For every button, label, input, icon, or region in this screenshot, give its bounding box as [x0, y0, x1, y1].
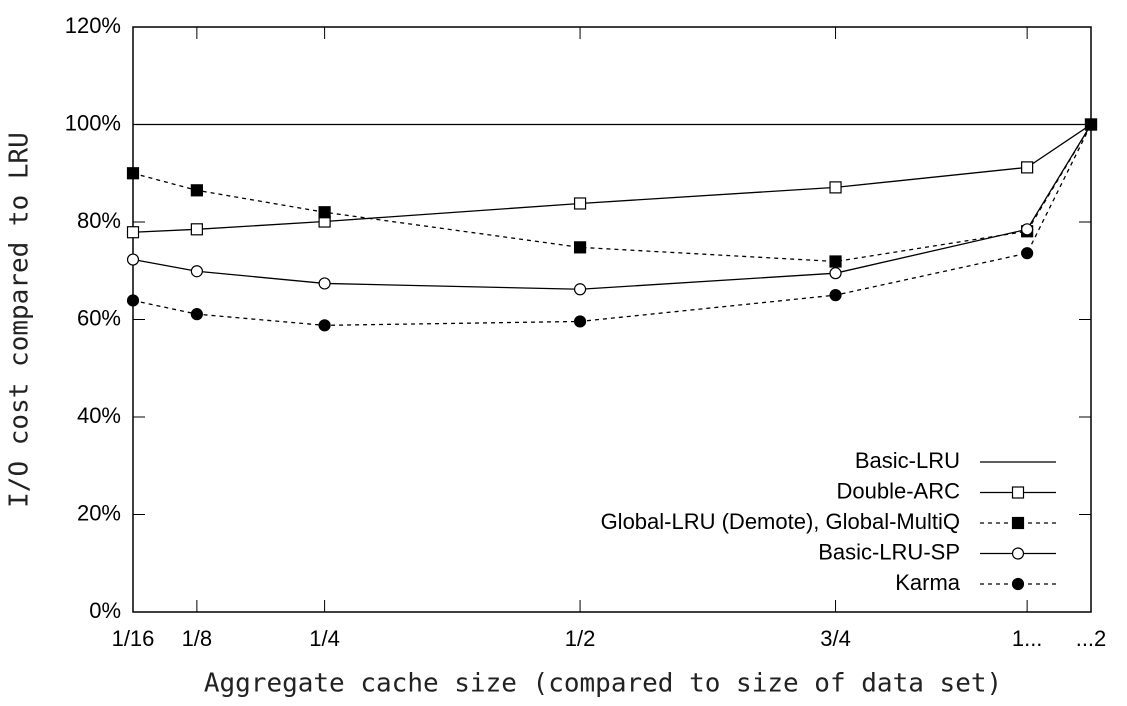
legend-marker: [1011, 547, 1025, 560]
legend-label: Global-LRU (Demote), Global-MultiQ: [601, 509, 960, 534]
x-tick-label: 1/4: [309, 626, 340, 651]
marker: [829, 267, 842, 280]
marker: [829, 289, 842, 302]
marker: [1021, 161, 1034, 174]
series-line: [132, 124, 1092, 263]
marker: [126, 226, 140, 239]
marker: [190, 265, 203, 278]
marker: [190, 184, 203, 197]
marker: [126, 294, 140, 307]
marker: [829, 255, 842, 268]
y-tick-label: 0%: [89, 598, 121, 623]
x-tick-label: ...2: [1076, 626, 1107, 651]
marker: [1021, 223, 1034, 236]
x-tick-label: 1...: [1012, 626, 1043, 651]
marker: [190, 308, 203, 321]
y-tick-label: 120%: [65, 13, 121, 38]
y-tick-label: 40%: [77, 403, 121, 428]
y-axis-label: I/O cost compared to LRU: [5, 132, 35, 508]
marker: [126, 253, 140, 266]
legend-marker: [1011, 486, 1025, 499]
marker: [573, 197, 587, 210]
marker: [573, 241, 587, 254]
y-tick-label: 60%: [77, 305, 121, 330]
marker: [829, 181, 842, 194]
marker: [1084, 118, 1098, 131]
y-tick-label: 80%: [77, 208, 121, 233]
x-tick-label: 3/4: [820, 626, 851, 651]
legend-label: Double-ARC: [837, 478, 961, 503]
marker: [318, 319, 331, 332]
legend-label: Basic-LRU: [855, 448, 960, 473]
marker: [318, 206, 331, 219]
marker: [190, 223, 203, 236]
x-tick-label: 1/8: [182, 626, 213, 651]
y-tick-label: 100%: [65, 110, 121, 135]
x-tick-label: 1/2: [565, 626, 596, 651]
y-tick-label: 20%: [77, 500, 121, 525]
marker: [126, 167, 140, 180]
x-tick-label: 1/16: [112, 626, 155, 651]
legend-marker: [1011, 577, 1025, 591]
legend-label: Karma: [895, 570, 961, 595]
legend-label: Basic-LRU-SP: [818, 539, 960, 564]
marker: [573, 315, 587, 328]
series-line: [132, 123, 1092, 233]
legend-marker: [1011, 516, 1025, 530]
series-line: [132, 124, 1092, 290]
marker: [573, 283, 587, 296]
x-axis-label: Aggregate cache size (compared to size o…: [204, 669, 1002, 699]
marker: [1021, 247, 1034, 260]
marker: [318, 277, 331, 290]
